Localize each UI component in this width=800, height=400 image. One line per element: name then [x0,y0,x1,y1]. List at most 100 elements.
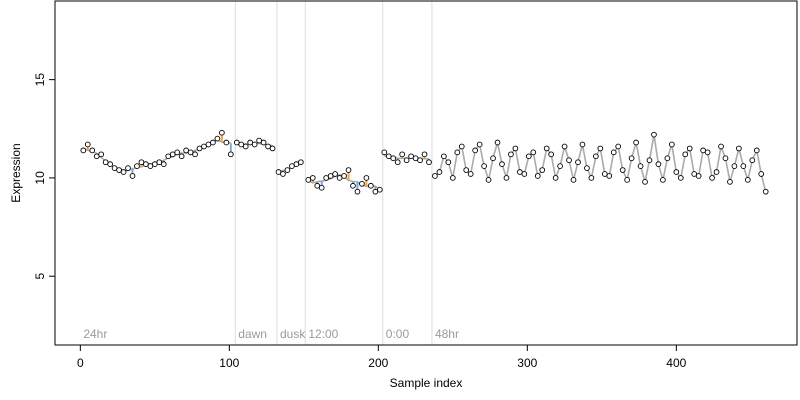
data-point [408,153,414,160]
region-label: dawn [238,327,267,341]
data-point [256,137,262,144]
data-point [233,139,240,146]
data-point [485,177,492,183]
data-point [709,175,715,181]
data-point [345,167,352,173]
data-point [265,143,271,150]
data-point [651,131,657,138]
data-point [156,159,163,166]
data-point [552,175,559,181]
data-point [561,143,568,150]
data-point [691,171,698,177]
data-point [534,173,541,179]
data-point [323,175,330,181]
data-point [615,143,622,150]
data-point [174,149,181,156]
data-point [89,147,96,154]
data-point [192,151,198,158]
data-point [293,161,300,168]
data-point [210,139,216,146]
data-point [458,143,465,150]
data-point [508,151,514,158]
data-point [548,151,555,158]
x-tick-label: 0 [77,356,84,370]
plot-frame [54,0,798,346]
data-point [327,173,334,179]
data-point [566,157,572,164]
data-point [749,157,756,164]
data-point [677,175,684,181]
data-point [543,145,550,152]
data-point [606,173,613,179]
region-divider-lines [234,1,433,345]
data-point [449,175,456,181]
data-point [570,177,577,183]
data-point [718,143,724,150]
data-point [597,145,604,152]
data-point [385,153,392,160]
x-axis: 0 100 200 300 400 [77,345,687,370]
plot-background [55,1,797,345]
data-point [668,141,675,148]
data-point [736,145,742,152]
data-point [673,169,680,175]
data-point [700,147,706,154]
data-point [722,155,729,162]
data-point [503,175,510,181]
data-point [350,182,356,189]
data-point [107,161,113,168]
data-point [633,139,639,146]
data-point [727,178,733,185]
data-point [530,149,537,156]
data-point [575,159,581,166]
x-tick-label: 100 [219,356,239,370]
data-point [368,182,374,189]
region-label: 0:00 [386,327,410,341]
data-point [695,173,702,179]
data-point [525,153,532,160]
data-point [499,161,505,168]
data-point [363,175,370,181]
data-point [628,155,635,162]
data-point [381,149,388,156]
data-point [309,175,316,181]
data-point [120,169,127,175]
x-tick-label: 200 [368,356,388,370]
region-label: 24hr [83,327,107,341]
data-point [421,151,428,158]
data-point [376,186,383,193]
data-point [399,151,406,158]
data-point [275,169,282,175]
data-point [138,159,145,166]
data-point [318,184,325,191]
region-labels: 24hr dawn dusk 12:00 0:00 48hr [83,327,459,341]
data-point [432,173,438,179]
data-point [242,143,249,150]
data-point [758,171,765,177]
data-point [601,171,608,177]
data-point [260,139,267,146]
data-point [214,135,221,142]
data-point [512,145,519,152]
data-point [93,153,100,160]
data-point [588,175,595,181]
data-point [445,159,452,166]
data-point [359,180,365,187]
y-tick-label: 5 [33,273,47,280]
data-point [664,155,671,162]
y-tick-label: 15 [33,73,47,87]
data-point [412,155,419,162]
data-point [151,161,158,168]
data-point [305,177,312,183]
x-axis-title: Sample index [390,376,463,390]
data-point [183,147,189,154]
data-point [494,139,501,146]
data-point [354,188,361,195]
data-point [642,178,648,185]
data-point [314,182,321,189]
data-point [165,153,172,160]
data-point [332,171,338,177]
data-point [557,163,563,169]
data-point [80,147,87,154]
data-point [472,147,479,154]
